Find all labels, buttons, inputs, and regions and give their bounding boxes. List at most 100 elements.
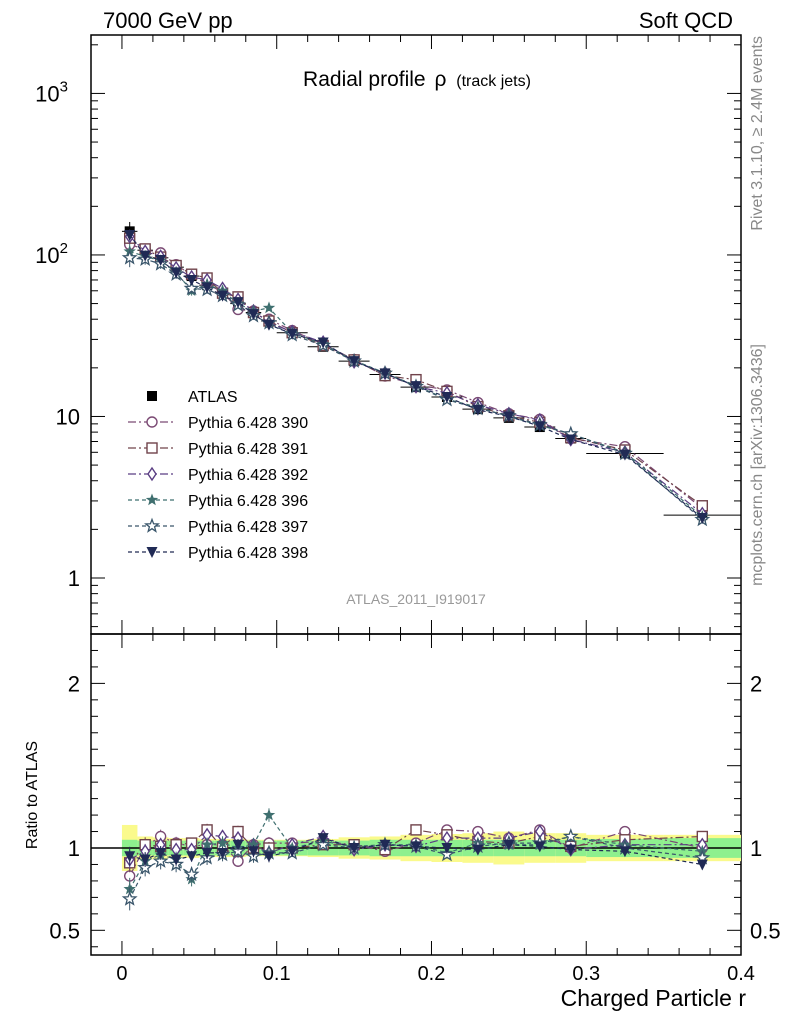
legend-entry: Pythia 6.428 396 [128,493,308,510]
axis-ticks: 0 0.1 0.2 0.3 0.4 1 10 102 103 0.5 0.5 1 1 2 2 [35,35,781,985]
data-point [248,309,259,321]
ratio-point [317,833,329,845]
series-layer [121,221,741,527]
legend-marker [147,391,157,401]
ratio-point [441,843,453,854]
plot-frames [90,34,742,956]
ratio-point [152,852,169,868]
ratio-point [379,839,391,851]
legend-label: Pythia 6.428 398 [188,545,308,562]
data-point [286,328,298,340]
ratio-point [286,846,298,858]
ratio-point [137,859,154,875]
legend-label: Pythia 6.428 391 [188,441,308,458]
ratio-point [696,859,708,871]
data-point [441,391,453,403]
data-point [696,513,708,525]
ratio-point [562,828,579,844]
data-point [534,421,546,433]
legend-label: Pythia 6.428 390 [188,415,308,432]
data-point [186,274,198,286]
header-category-label: Soft QCD [639,8,733,33]
ratio-point [121,890,138,906]
ratio-point [183,865,200,882]
ratio-point [263,851,275,863]
ratio-point [619,846,631,858]
plot-title: Radial profile ρ (track jets) [303,68,531,91]
legend-entry: Pythia 6.428 398 [128,545,308,562]
ratio-point [124,851,136,863]
plot-title-symbol: ρ [434,68,446,91]
ratio-point [247,838,260,850]
ratio-y-axis-label: Ratio to ATLAS [24,741,41,849]
legend: ATLAS Pythia 6.428 390 Pythia 6.428 391 Pyt… [128,389,308,562]
data-point [619,449,631,461]
data-point [263,319,275,331]
legend-entry: Pythia 6.428 391 [128,441,308,458]
ratio-y-tick-label: 2 [68,671,80,696]
ratio-series-p398 [124,833,708,871]
ratio-series-line [129,813,703,890]
x-tick-label: 0.2 [418,963,446,985]
x-tick-label: 0.4 [727,963,755,985]
data-point [217,290,229,302]
rivet-version-label: Rivet 3.1.10, ≥ 2.4M events [749,36,766,231]
header-energy-label: 7000 GeV pp [103,8,233,33]
plot-title-suffix: (track jets) [456,73,531,90]
ratio-series-line [129,829,703,877]
x-tick-label: 0.1 [263,963,291,985]
data-point [183,280,200,296]
ratio-y-tick-label-right: 0.5 [750,918,781,943]
ratio-point [503,839,515,851]
ratio-point [565,844,577,856]
legend-marker [146,442,158,454]
legend-entry: Pythia 6.428 397 [128,517,308,536]
analysis-watermark: ATLAS_2011_I919017 [346,591,486,607]
data-point [121,249,138,265]
data-point [139,250,151,262]
ratio-point [186,851,198,863]
legend-label: ATLAS [188,389,238,406]
series-line [129,236,703,515]
ratio-y-tick-label-right: 2 [750,671,762,696]
series-line [129,257,703,521]
legend-entry: ATLAS [147,389,238,406]
legend-marker [147,466,157,482]
x-tick-label: 0 [116,963,127,985]
y-tick-label: 102 [35,240,68,268]
data-point [232,297,244,309]
data-point [155,255,167,267]
legend-marker [144,517,160,533]
ratio-y-tick-label: 1 [68,836,80,861]
ratio-point [348,843,360,854]
ratio-series-line [129,837,703,866]
ratio-point [472,844,484,856]
ratio-series-line [129,829,703,864]
ratio-point [139,854,151,866]
legend-marker [145,493,159,506]
data-point [565,434,577,446]
ratio-point [410,824,422,836]
ratio-series-layer [121,808,711,911]
ratio-point [217,847,229,859]
data-point [472,404,484,416]
ratio-point [262,808,276,821]
legend-entry: Pythia 6.428 390 [128,415,308,432]
ratio-point [170,854,182,866]
ratio-plot-frame [90,633,742,956]
series-line [129,237,703,507]
legend-label: Pythia 6.428 396 [188,493,308,510]
data-point [124,229,136,241]
ratio-y-tick-label: 0.5 [49,918,80,943]
ratio-series-line [129,835,703,900]
data-point [410,381,422,393]
data-point [348,356,360,368]
series-line [129,234,703,519]
y-tick-label: 1 [68,566,80,591]
ratio-point [216,836,229,849]
data-point [503,411,515,423]
series-line [129,250,703,518]
data-point [379,368,391,380]
legend-marker [146,416,158,428]
